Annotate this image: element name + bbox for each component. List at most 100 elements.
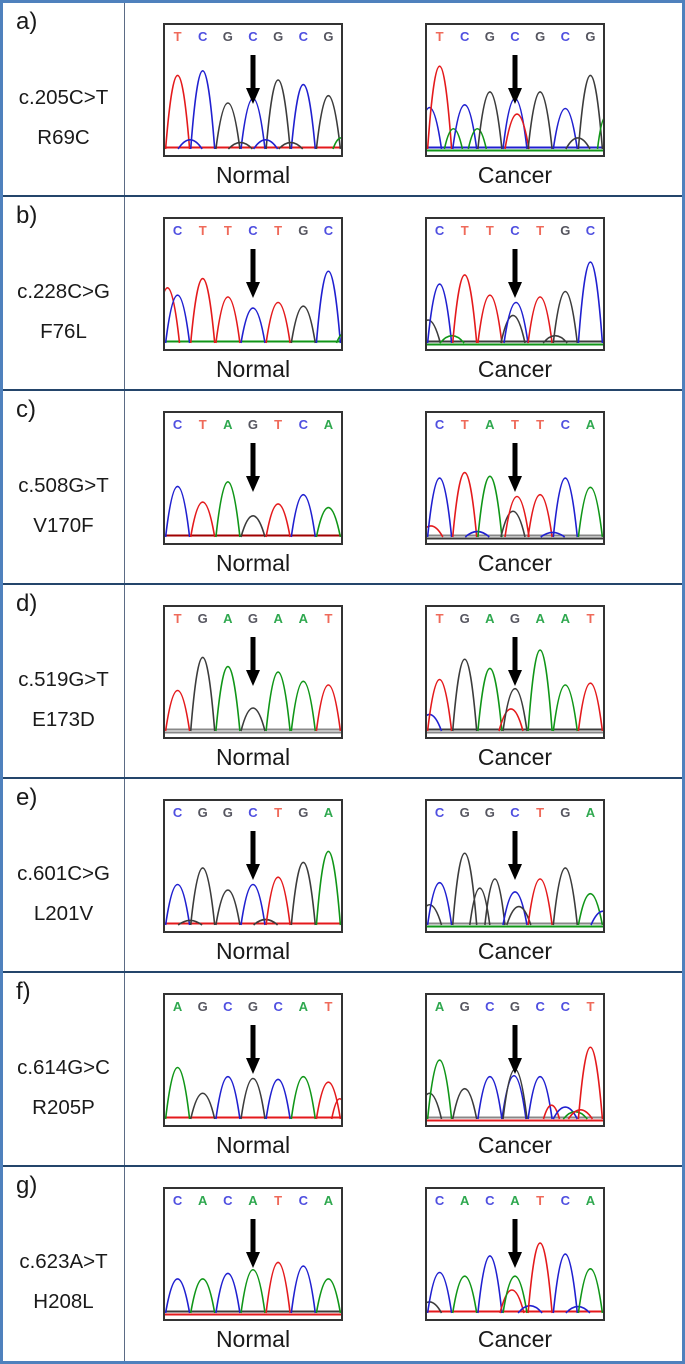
- peak-T: [527, 296, 553, 344]
- mutation-arrow-head: [246, 1058, 260, 1074]
- base-letter: G: [585, 29, 596, 44]
- peak-A: [502, 1275, 528, 1314]
- peak-A: [427, 1059, 453, 1120]
- peak-A: [215, 481, 241, 538]
- cancer-caption: Cancer: [477, 1132, 553, 1158]
- normal-caption: Normal: [215, 938, 291, 964]
- peak-G: [215, 889, 241, 926]
- normal-caption: Normal: [215, 744, 291, 770]
- peak-G: [500, 314, 526, 344]
- base-letter: C: [298, 417, 308, 432]
- mutation-arrow-head: [246, 670, 260, 686]
- peak-A: [577, 1268, 603, 1314]
- peak-G: [240, 1078, 266, 1120]
- base-letter: C: [172, 223, 183, 238]
- mutation-label: c.519G>T E173D: [3, 668, 124, 731]
- peak-A: [315, 1278, 341, 1314]
- base-letter: A: [198, 1193, 208, 1208]
- peak-A: [240, 1268, 266, 1314]
- normal-caption: Normal: [215, 1326, 291, 1352]
- peak-T: [265, 302, 291, 344]
- cancer-caption: Cancer: [477, 356, 553, 382]
- peak-G: [527, 91, 553, 150]
- peak-T: [498, 708, 524, 732]
- peak-G: [542, 334, 568, 344]
- row-letter-label: a): [16, 8, 38, 35]
- base-letter: A: [273, 611, 283, 626]
- base-letter: G: [484, 805, 495, 820]
- peak-A: [451, 1275, 478, 1314]
- peak-G: [278, 141, 304, 150]
- base-letter: G: [459, 999, 470, 1014]
- base-letter: C: [298, 29, 308, 44]
- base-letter: G: [509, 611, 521, 626]
- peak-T: [527, 493, 553, 538]
- base-letter: A: [323, 1193, 334, 1208]
- base-letter: A: [585, 417, 596, 432]
- peak-A: [467, 127, 488, 150]
- peak-G: [427, 904, 443, 926]
- base-letter: G: [273, 29, 284, 44]
- base-letter: C: [460, 29, 470, 44]
- peak-G: [577, 74, 603, 150]
- base-letter: C: [298, 1193, 308, 1208]
- cancer-caption: Cancer: [477, 162, 553, 188]
- mutation-label: c.205C>T R69C: [3, 86, 124, 149]
- row-letter-label: b): [16, 202, 38, 229]
- base-letter: T: [435, 29, 444, 44]
- mutation-arrow-head: [508, 282, 522, 298]
- peak-G: [253, 918, 279, 926]
- peak-C: [502, 891, 528, 926]
- base-letter: G: [560, 223, 571, 238]
- peak-A: [335, 333, 341, 344]
- chromatogram-trace: [427, 637, 603, 734]
- base-letter: G: [197, 805, 208, 820]
- base-letter: A: [485, 611, 495, 626]
- row-letter-label: d): [16, 590, 38, 617]
- base-letter: C: [485, 999, 495, 1014]
- peak-C: [552, 477, 579, 538]
- row-label-column: a) c.205C>T R69C: [3, 3, 125, 195]
- peak-A: [315, 850, 341, 926]
- base-letter: A: [248, 1193, 258, 1208]
- peak-T: [577, 682, 603, 732]
- base-letter: C: [535, 999, 545, 1014]
- base-letter: T: [536, 1193, 545, 1208]
- cdna-change-label: c.614G>C: [17, 1056, 110, 1079]
- base-letter: G: [222, 29, 233, 44]
- row-letter-label: c): [16, 396, 36, 423]
- chromatogram-trace: [427, 55, 603, 152]
- base-letter: C: [198, 29, 208, 44]
- base-letter: C: [560, 417, 570, 432]
- base-letter: A: [298, 611, 308, 626]
- base-letter: T: [435, 611, 444, 626]
- peak-C: [577, 261, 603, 344]
- peak-A: [527, 649, 553, 732]
- base-letter: G: [222, 805, 233, 820]
- peak-C: [215, 1272, 241, 1314]
- peak-T: [499, 1289, 525, 1314]
- mutation-arrow-head: [508, 1058, 522, 1074]
- row-label-column: g) c.623A>T H208L: [3, 1167, 125, 1361]
- base-letter: T: [324, 611, 333, 626]
- base-letter: G: [247, 417, 259, 432]
- base-letter: C: [585, 223, 596, 238]
